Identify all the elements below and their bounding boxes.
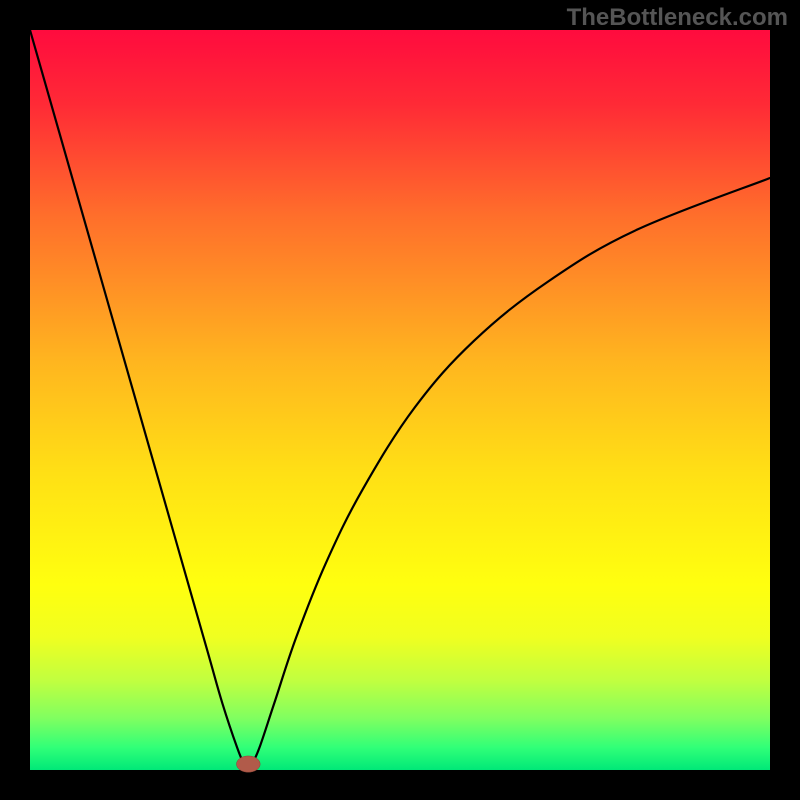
chart-container: { "watermark": { "text": "TheBottleneck.…: [0, 0, 800, 800]
minimum-marker: [236, 756, 260, 772]
bottleneck-chart: [0, 0, 800, 800]
plot-background: [30, 30, 770, 770]
watermark-text: TheBottleneck.com: [567, 4, 788, 32]
